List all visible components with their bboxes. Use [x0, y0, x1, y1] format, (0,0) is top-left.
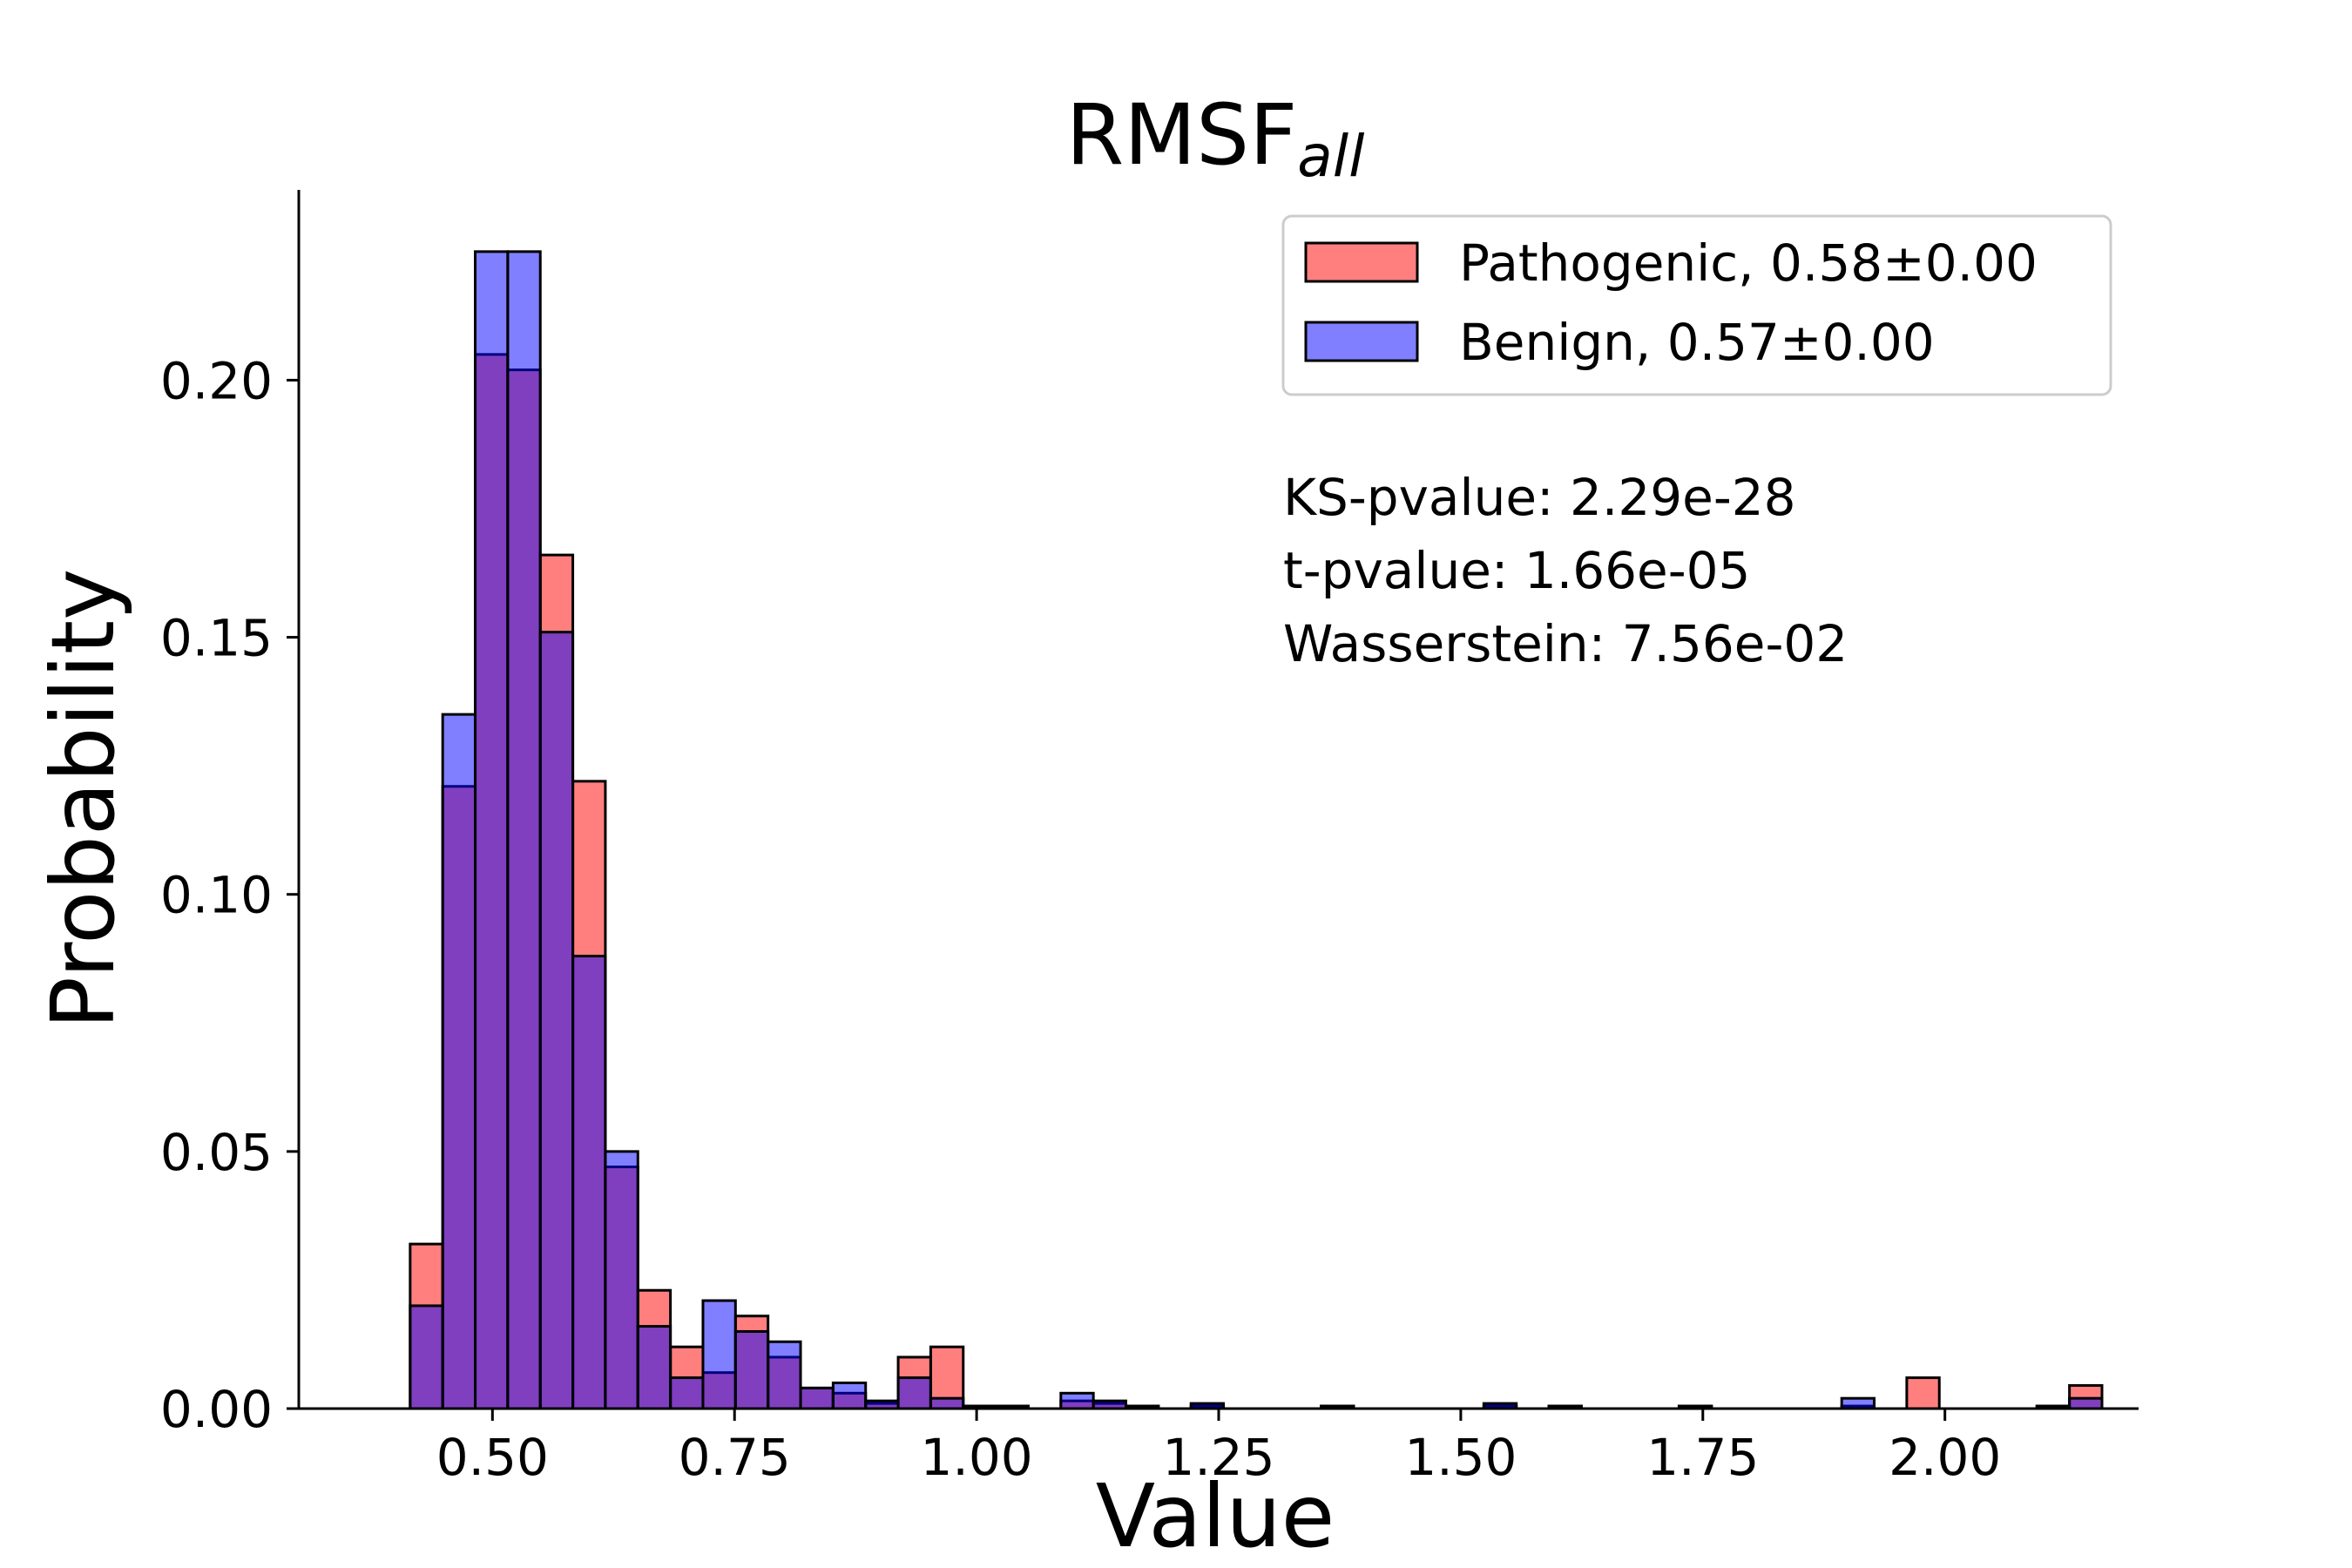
chart-title: RMSFall: [1066, 86, 1365, 190]
y-ticks: 0.00 0.05 0.10 0.15 0.20: [160, 351, 299, 1439]
wasserstein-text: Wasserstein: 7.56e-02: [1283, 614, 1848, 673]
bar-series-1-bin-3: [506, 250, 542, 1410]
y-tick-label-1: 0.05: [160, 1123, 273, 1182]
bar-series-1-bin-11: [767, 1340, 802, 1410]
bar-series-1-bin-44: [1840, 1396, 1876, 1410]
x-tick-label-4: 1.50: [1404, 1428, 1517, 1487]
bar-series-1-bin-15: [896, 1376, 932, 1410]
x-axis-label: Value: [1096, 1465, 1335, 1567]
x-tick-label-5: 1.75: [1646, 1428, 1759, 1487]
legend: Pathogenic, 0.58±0.00 Benign, 0.57±0.00: [1281, 214, 2112, 396]
bar-series-1-bin-1: [441, 713, 477, 1410]
ks-pvalue-text: KS-pvalue: 2.29e-28: [1283, 468, 1796, 527]
x-ticks: 0.50 0.75 1.00 1.25 1.50 1.75 2.00: [436, 1409, 2001, 1487]
series-0-bars: [409, 353, 2104, 1410]
bar-series-1-bin-8: [669, 1376, 705, 1410]
bar-series-1-bin-16: [929, 1396, 965, 1410]
bar-series-1-bin-12: [799, 1386, 835, 1410]
t-pvalue-text: t-pvalue: 1.66e-05: [1283, 541, 1750, 600]
x-tick-label-6: 2.00: [1889, 1428, 2001, 1487]
bar-series-1-bin-51: [2068, 1396, 2104, 1410]
chart-title-subscript: all: [1297, 123, 1365, 190]
y-tick-label-0: 0.00: [160, 1380, 273, 1439]
bar-series-1-bin-7: [636, 1325, 672, 1410]
bar-series-1-bin-20: [1059, 1391, 1095, 1410]
legend-swatch-pathogenic: [1304, 241, 1419, 283]
legend-label-pathogenic: Pathogenic, 0.58±0.00: [1459, 233, 2038, 293]
bars-layer: [409, 250, 2104, 1410]
bar-series-1-bin-4: [538, 631, 575, 1410]
legend-swatch-benign: [1304, 321, 1419, 362]
y-axis-label: Probability: [32, 569, 134, 1030]
y-tick-label-3: 0.15: [160, 609, 273, 668]
legend-frame: [1281, 214, 2112, 396]
legend-label-benign: Benign, 0.57±0.00: [1459, 313, 1935, 372]
series-1-bars: [409, 250, 2104, 1410]
y-tick-label-2: 0.10: [160, 866, 273, 925]
x-tick-label-2: 1.00: [921, 1428, 1033, 1487]
bar-series-1-bin-2: [474, 250, 510, 1410]
stats-annotations: KS-pvalue: 2.29e-28 t-pvalue: 1.66e-05 W…: [1283, 468, 1848, 673]
bar-series-0-bin-46: [1905, 1376, 1941, 1410]
chart-title-main: RMSF: [1066, 86, 1298, 184]
bar-series-1-bin-5: [571, 955, 607, 1410]
x-tick-label-1: 0.75: [679, 1428, 791, 1487]
bar-series-1-bin-9: [701, 1299, 737, 1410]
bar-series-1-bin-6: [604, 1150, 639, 1410]
bar-series-1-bin-10: [733, 1329, 770, 1410]
x-tick-label-0: 0.50: [436, 1428, 549, 1487]
y-tick-label-4: 0.20: [160, 351, 273, 410]
bar-series-1-bin-0: [409, 1304, 444, 1410]
x-tick-label-3: 1.25: [1162, 1428, 1274, 1487]
bar-series-1-bin-13: [831, 1381, 868, 1410]
